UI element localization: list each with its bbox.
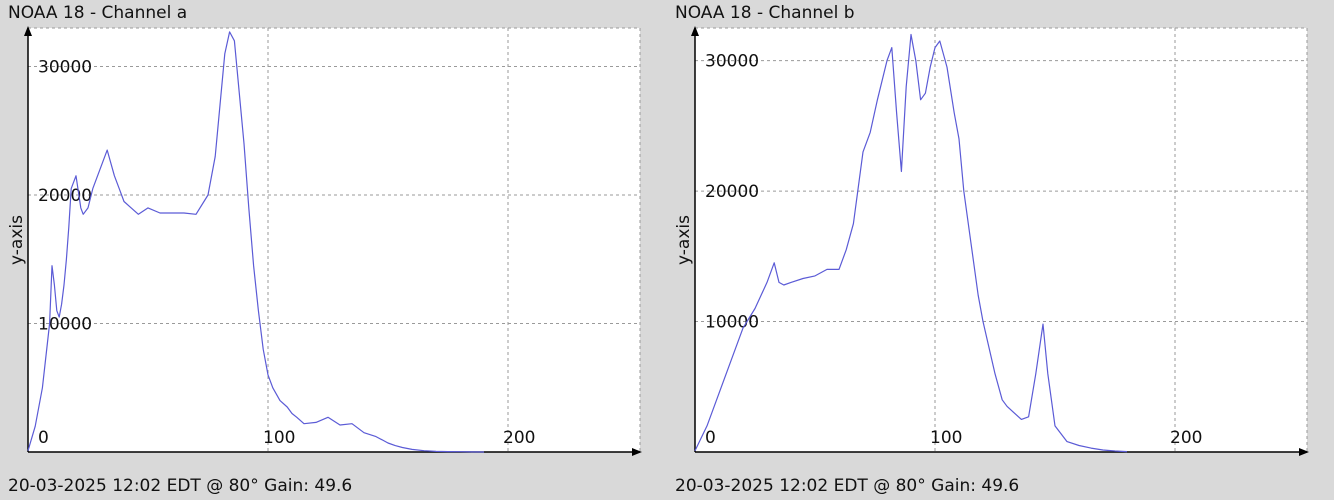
y-axis-label: y-axis	[674, 215, 694, 265]
plot-area	[28, 28, 640, 452]
chart-title: NOAA 18 - Channel a	[8, 3, 188, 23]
series-line	[694, 33, 1128, 453]
line-chart-b: 0 100 200 10000 20000 30000 y-axis	[674, 26, 1309, 456]
line-chart-a: 0 100 200 10000 20000 30000 y-axis	[7, 26, 642, 456]
chart-footer-status: 20-03-2025 12:02 EDT @ 80° Gain: 49.6	[8, 476, 353, 496]
series-line	[27, 31, 485, 453]
x-tick-label: 0	[705, 428, 716, 448]
y-tick-label: 30000	[705, 52, 759, 72]
y-axis-arrow	[24, 26, 32, 36]
plot-area	[695, 28, 1307, 452]
x-tick-label: 0	[38, 428, 49, 448]
y-tick-label: 20000	[38, 186, 92, 206]
x-tick-label: 100	[263, 428, 295, 448]
y-tick-label: 30000	[38, 58, 92, 78]
x-tick-label: 100	[930, 428, 962, 448]
chart-panel-a: NOAA 18 - Channel a 0 100 200 10000 20000 300…	[7, 3, 642, 496]
y-tick-label: 10000	[705, 313, 759, 333]
y-axis-arrow	[691, 26, 699, 36]
x-axis-arrow	[632, 448, 642, 456]
x-tick-label: 200	[1170, 428, 1202, 448]
chart-footer-status: 20-03-2025 12:02 EDT @ 80° Gain: 49.6	[675, 476, 1020, 496]
x-axis-arrow	[1299, 448, 1309, 456]
x-tick-label: 200	[503, 428, 535, 448]
y-tick-label: 10000	[38, 315, 92, 335]
chart-panel-b: NOAA 18 - Channel b 0 100 200 10000 20000 300…	[667, 0, 1334, 500]
chart-title: NOAA 18 - Channel b	[675, 3, 855, 23]
y-tick-label: 20000	[705, 182, 759, 202]
y-axis-label: y-axis	[7, 215, 27, 265]
